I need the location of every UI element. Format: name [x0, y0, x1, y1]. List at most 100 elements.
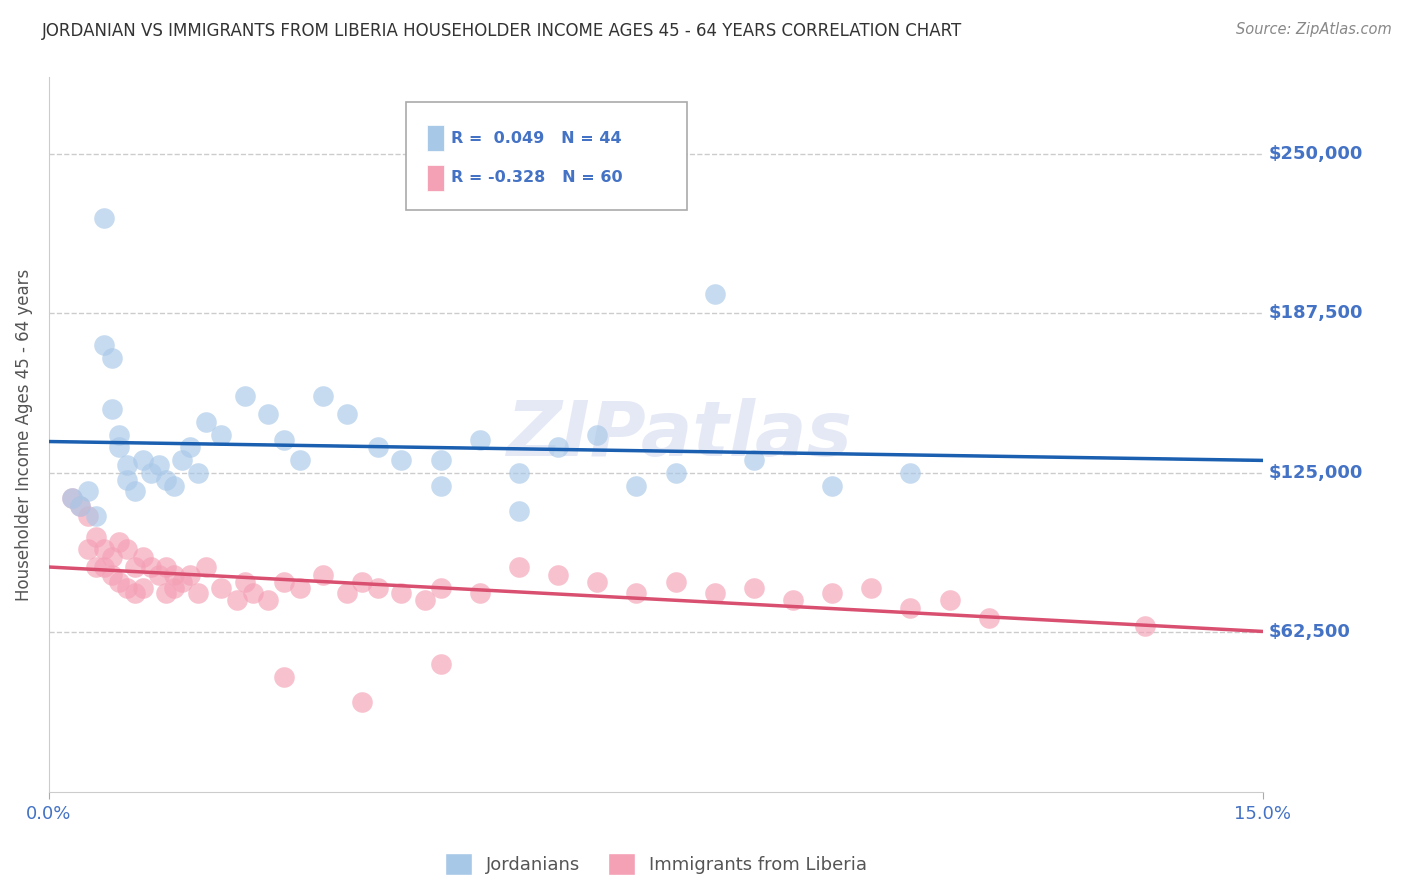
- Text: ZIPatlas: ZIPatlas: [508, 398, 853, 472]
- Point: [429, 453, 451, 467]
- Point: [413, 593, 436, 607]
- Point: [257, 593, 280, 607]
- Legend: Jordanians, Immigrants from Liberia: Jordanians, Immigrants from Liberia: [444, 854, 868, 875]
- Point: [124, 483, 146, 498]
- Point: [389, 453, 412, 467]
- Point: [172, 453, 194, 467]
- Point: [273, 670, 295, 684]
- Point: [257, 407, 280, 421]
- Point: [100, 402, 122, 417]
- Point: [664, 575, 686, 590]
- Point: [124, 585, 146, 599]
- Text: $62,500: $62,500: [1270, 624, 1351, 641]
- Point: [187, 466, 209, 480]
- Text: $250,000: $250,000: [1270, 145, 1364, 163]
- Point: [132, 549, 155, 564]
- Point: [429, 657, 451, 671]
- Point: [547, 440, 569, 454]
- Point: [84, 529, 107, 543]
- Text: JORDANIAN VS IMMIGRANTS FROM LIBERIA HOUSEHOLDER INCOME AGES 45 - 64 YEARS CORRE: JORDANIAN VS IMMIGRANTS FROM LIBERIA HOU…: [42, 22, 963, 40]
- Point: [163, 581, 186, 595]
- Point: [389, 585, 412, 599]
- Point: [367, 440, 389, 454]
- Point: [100, 549, 122, 564]
- Point: [100, 567, 122, 582]
- Point: [664, 466, 686, 480]
- Point: [77, 542, 100, 557]
- Point: [703, 585, 725, 599]
- Point: [62, 491, 84, 506]
- Point: [233, 575, 256, 590]
- Point: [821, 585, 844, 599]
- Point: [139, 466, 162, 480]
- Point: [336, 585, 359, 599]
- Point: [148, 458, 170, 472]
- Point: [108, 440, 131, 454]
- Point: [312, 567, 335, 582]
- Point: [100, 351, 122, 365]
- Y-axis label: Householder Income Ages 45 - 64 years: Householder Income Ages 45 - 64 years: [15, 268, 32, 600]
- Point: [821, 478, 844, 492]
- Point: [139, 560, 162, 574]
- Point: [155, 474, 177, 488]
- Point: [117, 458, 139, 472]
- Point: [468, 585, 491, 599]
- Point: [352, 695, 374, 709]
- Point: [703, 287, 725, 301]
- Text: R = -0.328   N = 60: R = -0.328 N = 60: [451, 170, 623, 186]
- Point: [288, 581, 311, 595]
- Point: [84, 509, 107, 524]
- Point: [77, 509, 100, 524]
- Text: R =  0.049   N = 44: R = 0.049 N = 44: [451, 130, 621, 145]
- Text: $187,500: $187,500: [1270, 304, 1364, 322]
- Point: [155, 560, 177, 574]
- Point: [194, 560, 217, 574]
- Point: [429, 478, 451, 492]
- Point: [124, 560, 146, 574]
- Point: [508, 504, 530, 518]
- Point: [179, 440, 201, 454]
- Point: [194, 415, 217, 429]
- Point: [163, 567, 186, 582]
- Point: [93, 211, 115, 225]
- Point: [742, 453, 765, 467]
- Point: [84, 560, 107, 574]
- Point: [132, 581, 155, 595]
- Point: [352, 575, 374, 590]
- Point: [117, 474, 139, 488]
- Point: [547, 567, 569, 582]
- Point: [93, 338, 115, 352]
- Point: [77, 483, 100, 498]
- Point: [155, 585, 177, 599]
- Point: [242, 585, 264, 599]
- Point: [586, 575, 609, 590]
- Point: [69, 499, 91, 513]
- Point: [108, 534, 131, 549]
- Point: [468, 433, 491, 447]
- Point: [117, 542, 139, 557]
- Point: [429, 581, 451, 595]
- Point: [93, 560, 115, 574]
- Point: [273, 433, 295, 447]
- Point: [148, 567, 170, 582]
- Point: [108, 575, 131, 590]
- Point: [117, 581, 139, 595]
- Point: [288, 453, 311, 467]
- Point: [209, 581, 232, 595]
- Point: [69, 499, 91, 513]
- Point: [900, 601, 922, 615]
- Point: [233, 389, 256, 403]
- Point: [626, 478, 648, 492]
- Point: [367, 581, 389, 595]
- Point: [163, 478, 186, 492]
- Point: [273, 575, 295, 590]
- Point: [62, 491, 84, 506]
- Point: [860, 581, 883, 595]
- Point: [1135, 619, 1157, 633]
- Point: [938, 593, 960, 607]
- Point: [226, 593, 249, 607]
- Point: [187, 585, 209, 599]
- Point: [108, 427, 131, 442]
- Point: [209, 427, 232, 442]
- Point: [586, 427, 609, 442]
